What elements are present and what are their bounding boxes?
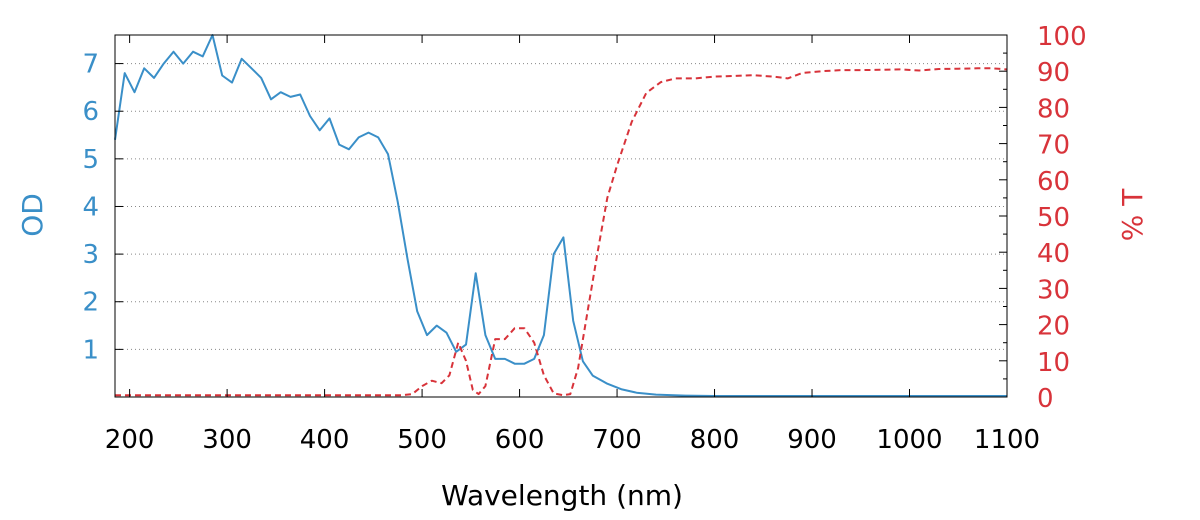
x-tick-label: 300 [202, 425, 252, 455]
y-right-tick-label: 80 [1037, 94, 1070, 124]
ticks-layer [115, 34, 1008, 398]
grid-lines [115, 63, 1007, 350]
y-left-tick-label: 4 [82, 192, 99, 222]
y-right-tick-label: 30 [1037, 275, 1070, 305]
x-tick-label: 1000 [876, 425, 942, 455]
x-tick-label: 900 [787, 425, 837, 455]
x-tick-label: 1100 [974, 425, 1040, 455]
plot-frame [114, 34, 1008, 398]
x-tick-label: 500 [397, 425, 447, 455]
y-left-tick-label: 5 [82, 145, 99, 175]
y-right-tick-label: 10 [1037, 348, 1070, 378]
y-left-tick-label: 3 [82, 240, 99, 270]
y-right-tick-label: 70 [1037, 131, 1070, 161]
y-right-tick-label: 60 [1037, 167, 1070, 197]
y-right-tick-label: 90 [1037, 58, 1070, 88]
y-right-tick-label: 100 [1037, 22, 1087, 52]
y-left-tick-label: 1 [82, 335, 99, 365]
y-right-tick-label: 0 [1037, 384, 1054, 414]
y-left-tick-label: 6 [82, 97, 99, 127]
y-right-tick-label: 20 [1037, 312, 1070, 342]
x-axis-label: Wavelength (nm) [441, 479, 683, 512]
y-right-tick-label: 40 [1037, 239, 1070, 269]
x-tick-label: 700 [592, 425, 642, 455]
y-right-tick-label: 50 [1037, 203, 1070, 233]
series-line-od [114, 34, 1007, 397]
y-axis-right-label: % T [1116, 188, 1149, 242]
y-left-tick-label: 2 [82, 288, 99, 318]
x-tick-label: 200 [105, 425, 155, 455]
x-tick-label: 800 [690, 425, 740, 455]
series-layer [114, 34, 1008, 397]
y-left-tick-label: 7 [82, 50, 99, 80]
x-tick-label: 600 [495, 425, 545, 455]
series-line-transmission [115, 67, 1008, 397]
y-axis-left-label: OD [16, 193, 49, 237]
x-tick-label: 400 [300, 425, 350, 455]
